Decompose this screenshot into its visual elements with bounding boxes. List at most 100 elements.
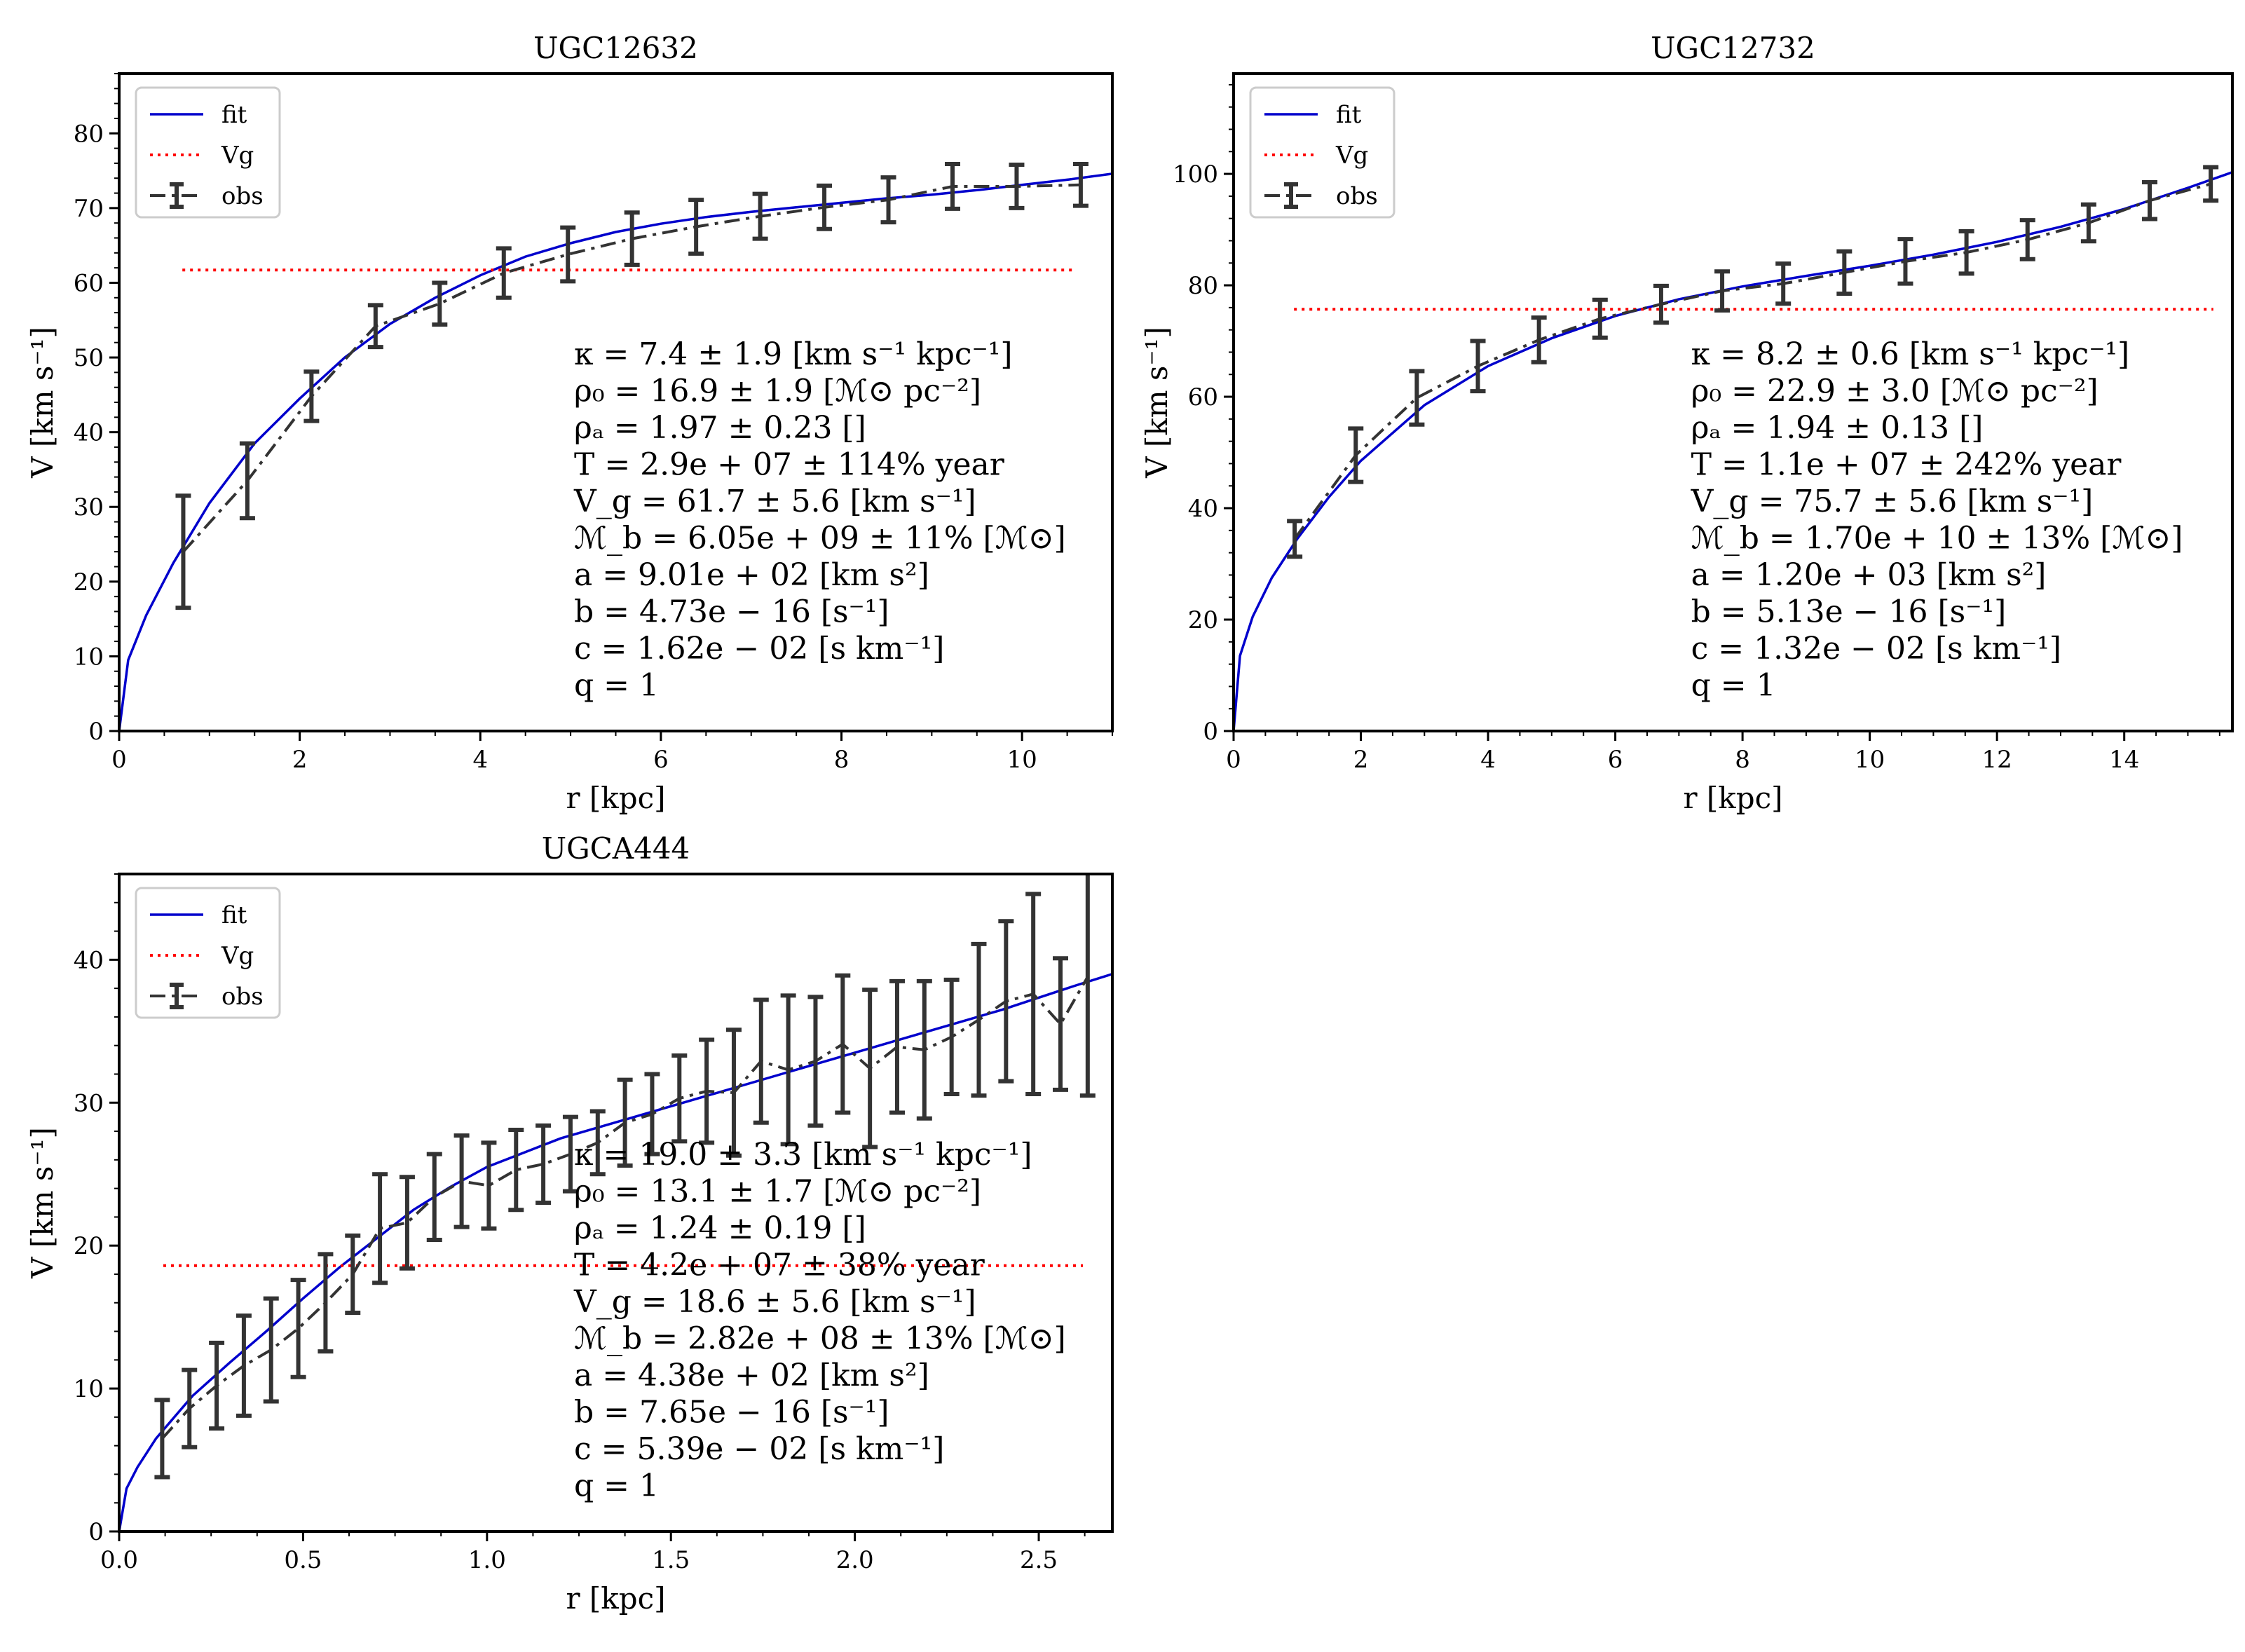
y-tick-label: 20 <box>74 568 104 596</box>
y-tick-label: 50 <box>74 344 104 372</box>
legend: fit Vg obs <box>135 86 281 219</box>
subplot-ugca444: UGCA444 0.0 0.5 1.0 1.5 2.0 2.5 0 10 20 30 40 r [kpc… <box>25 831 1114 1616</box>
x-tick-label: 10 <box>1007 746 1037 774</box>
fit-parameter-line: ρₐ = 1.97 ± 0.23 [] <box>574 410 866 446</box>
legend-label-vg: Vg <box>1335 142 1368 170</box>
y-tick-label: 0 <box>1203 718 1218 746</box>
legend-label-vg: Vg <box>221 142 254 170</box>
series-obs <box>1293 182 2211 540</box>
legend: fit Vg obs <box>1249 86 1396 219</box>
x-tick-label: 1.5 <box>652 1546 690 1574</box>
y-tick-label: 70 <box>74 195 104 223</box>
y-tick-label: 60 <box>74 269 104 297</box>
x-tick-label: 6 <box>653 746 669 774</box>
series-fit <box>119 973 1112 1531</box>
y-tick-label: 80 <box>1188 272 1218 300</box>
legend-label-vg: Vg <box>221 942 254 970</box>
legend-label-fit: fit <box>221 101 247 129</box>
fit-parameter-line: ℳ_b = 6.05e + 09 ± 11% [ℳ⊙] <box>574 521 1066 557</box>
plot-area <box>1234 165 2232 731</box>
x-axis-label: r [kpc] <box>566 781 665 815</box>
y-tick-label: 40 <box>74 946 104 974</box>
y-tick-label: 40 <box>74 419 104 447</box>
legend-label-fit: fit <box>221 901 247 929</box>
x-axis-label: r [kpc] <box>566 1581 665 1616</box>
axes-frame <box>118 873 1114 1533</box>
x-tick-label: 2 <box>292 746 308 774</box>
fit-parameter-line: ρ₀ = 22.9 ± 3.0 [ℳ⊙ pc⁻²] <box>1691 374 2099 409</box>
fit-parameter-line: q = 1 <box>1691 668 1776 704</box>
plot-area <box>119 161 1112 731</box>
x-tick-label: 0.5 <box>284 1546 322 1574</box>
legend-label-fit: fit <box>1336 101 1362 129</box>
y-tick-label: 30 <box>74 1089 104 1117</box>
fit-parameter-line: b = 4.73e − 16 [s⁻¹] <box>574 594 889 630</box>
x-tick-label: 1.0 <box>468 1546 506 1574</box>
fit-parameter-line: q = 1 <box>574 668 659 704</box>
y-axis-label: V [km s⁻¹] <box>25 1127 60 1279</box>
axes-frame <box>1232 72 2234 732</box>
fit-parameter-line: ρ₀ = 13.1 ± 1.7 [ℳ⊙ pc⁻²] <box>574 1174 981 1210</box>
subplot-ugc12732: UGC12732 0 2 4 6 8 10 12 14 0 20 40 60 80 100 r [kpc] V … <box>1140 31 2234 815</box>
x-tick-label: 4 <box>472 746 488 774</box>
legend-label-obs: obs <box>221 983 264 1011</box>
legend: fit Vg obs <box>135 887 281 1019</box>
y-tick-label: 0 <box>88 1518 104 1546</box>
fit-parameter-line: κ = 19.0 ± 3.3 [km s⁻¹ kpc⁻¹] <box>574 1137 1032 1173</box>
fit-parameter-line: ρₐ = 1.24 ± 0.19 [] <box>574 1210 866 1246</box>
fit-parameter-line: ρ₀ = 16.9 ± 1.9 [ℳ⊙ pc⁻²] <box>574 374 981 409</box>
fit-parameter-line: V_g = 18.6 ± 5.6 [km s⁻¹] <box>573 1284 976 1320</box>
y-tick-label: 10 <box>74 1375 104 1403</box>
y-tick-label: 100 <box>1173 161 1218 189</box>
fit-parameter-line: c = 5.39e − 02 [s km⁻¹] <box>574 1431 944 1467</box>
fit-parameter-line: T = 2.9e + 07 ± 114% year <box>574 447 1005 483</box>
y-tick-label: 10 <box>74 643 104 671</box>
y-tick-label: 80 <box>74 120 104 148</box>
fit-parameter-line: ℳ_b = 1.70e + 10 ± 13% [ℳ⊙] <box>1691 521 2183 557</box>
x-tick-label: 2.0 <box>836 1546 874 1574</box>
fit-parameter-line: V_g = 75.7 ± 5.6 [km s⁻¹] <box>1691 484 2094 519</box>
x-tick-label: 6 <box>1608 746 1623 774</box>
series-obs <box>182 183 1081 553</box>
fit-parameter-line: a = 4.38e + 02 [km s²] <box>574 1358 929 1393</box>
y-axis-label: V [km s⁻¹] <box>25 327 60 479</box>
x-tick-label: 0 <box>111 746 127 774</box>
x-tick-label: 10 <box>1855 746 1885 774</box>
legend-label-obs: obs <box>1336 182 1378 210</box>
fit-parameter-line: c = 1.32e − 02 [s km⁻¹] <box>1691 631 2061 667</box>
x-tick-label: 8 <box>1735 746 1750 774</box>
fit-parameter-line: c = 1.62e − 02 [s km⁻¹] <box>574 631 944 667</box>
x-axis-label: r [kpc] <box>1683 781 1782 815</box>
x-tick-label: 14 <box>2109 746 2139 774</box>
x-tick-label: 4 <box>1480 746 1496 774</box>
fit-parameters: κ = 8.2 ± 0.6 [km s⁻¹ kpc⁻¹]ρ₀ = 22.9 ± … <box>1691 336 2183 704</box>
fit-parameter-line: q = 1 <box>574 1468 659 1504</box>
y-tick-label: 20 <box>74 1232 104 1260</box>
y-tick-label: 40 <box>1188 495 1218 523</box>
y-tick-label: 0 <box>88 718 104 746</box>
x-tick-label: 0 <box>1226 746 1241 774</box>
chart-title: UGCA444 <box>542 831 690 866</box>
axes-frame <box>118 72 1114 732</box>
fit-parameter-line: ρₐ = 1.94 ± 0.13 [] <box>1691 410 1984 446</box>
x-tick-label: 0.0 <box>100 1546 138 1574</box>
plot-area <box>119 874 1112 1531</box>
chart-title: UGC12632 <box>533 31 698 65</box>
fit-parameter-line: κ = 8.2 ± 0.6 [km s⁻¹ kpc⁻¹] <box>1691 336 2130 372</box>
fit-parameter-line: a = 1.20e + 03 [km s²] <box>1691 557 2047 593</box>
y-tick-label: 20 <box>1188 606 1218 634</box>
fit-parameter-line: b = 5.13e − 16 [s⁻¹] <box>1691 594 2007 630</box>
chart-title: UGC12732 <box>1651 31 1815 65</box>
fit-parameter-line: T = 1.1e + 07 ± 242% year <box>1691 447 2122 483</box>
fit-parameter-line: a = 9.01e + 02 [km s²] <box>574 557 929 593</box>
fit-parameter-line: V_g = 61.7 ± 5.6 [km s⁻¹] <box>573 484 976 519</box>
fit-parameters: κ = 7.4 ± 1.9 [km s⁻¹ kpc⁻¹]ρ₀ = 16.9 ± … <box>573 336 1066 704</box>
x-tick-label: 8 <box>834 746 849 774</box>
x-tick-label: 2 <box>1353 746 1369 774</box>
fit-parameters: κ = 19.0 ± 3.3 [km s⁻¹ kpc⁻¹]ρ₀ = 13.1 ±… <box>573 1137 1066 1504</box>
y-axis-label: V [km s⁻¹] <box>1140 327 1174 479</box>
series-obs <box>161 976 1089 1440</box>
fit-parameter-line: T = 4.2e + 07 ± 38% year <box>574 1248 985 1283</box>
fit-parameter-line: ℳ_b = 2.82e + 08 ± 13% [ℳ⊙] <box>574 1321 1066 1357</box>
